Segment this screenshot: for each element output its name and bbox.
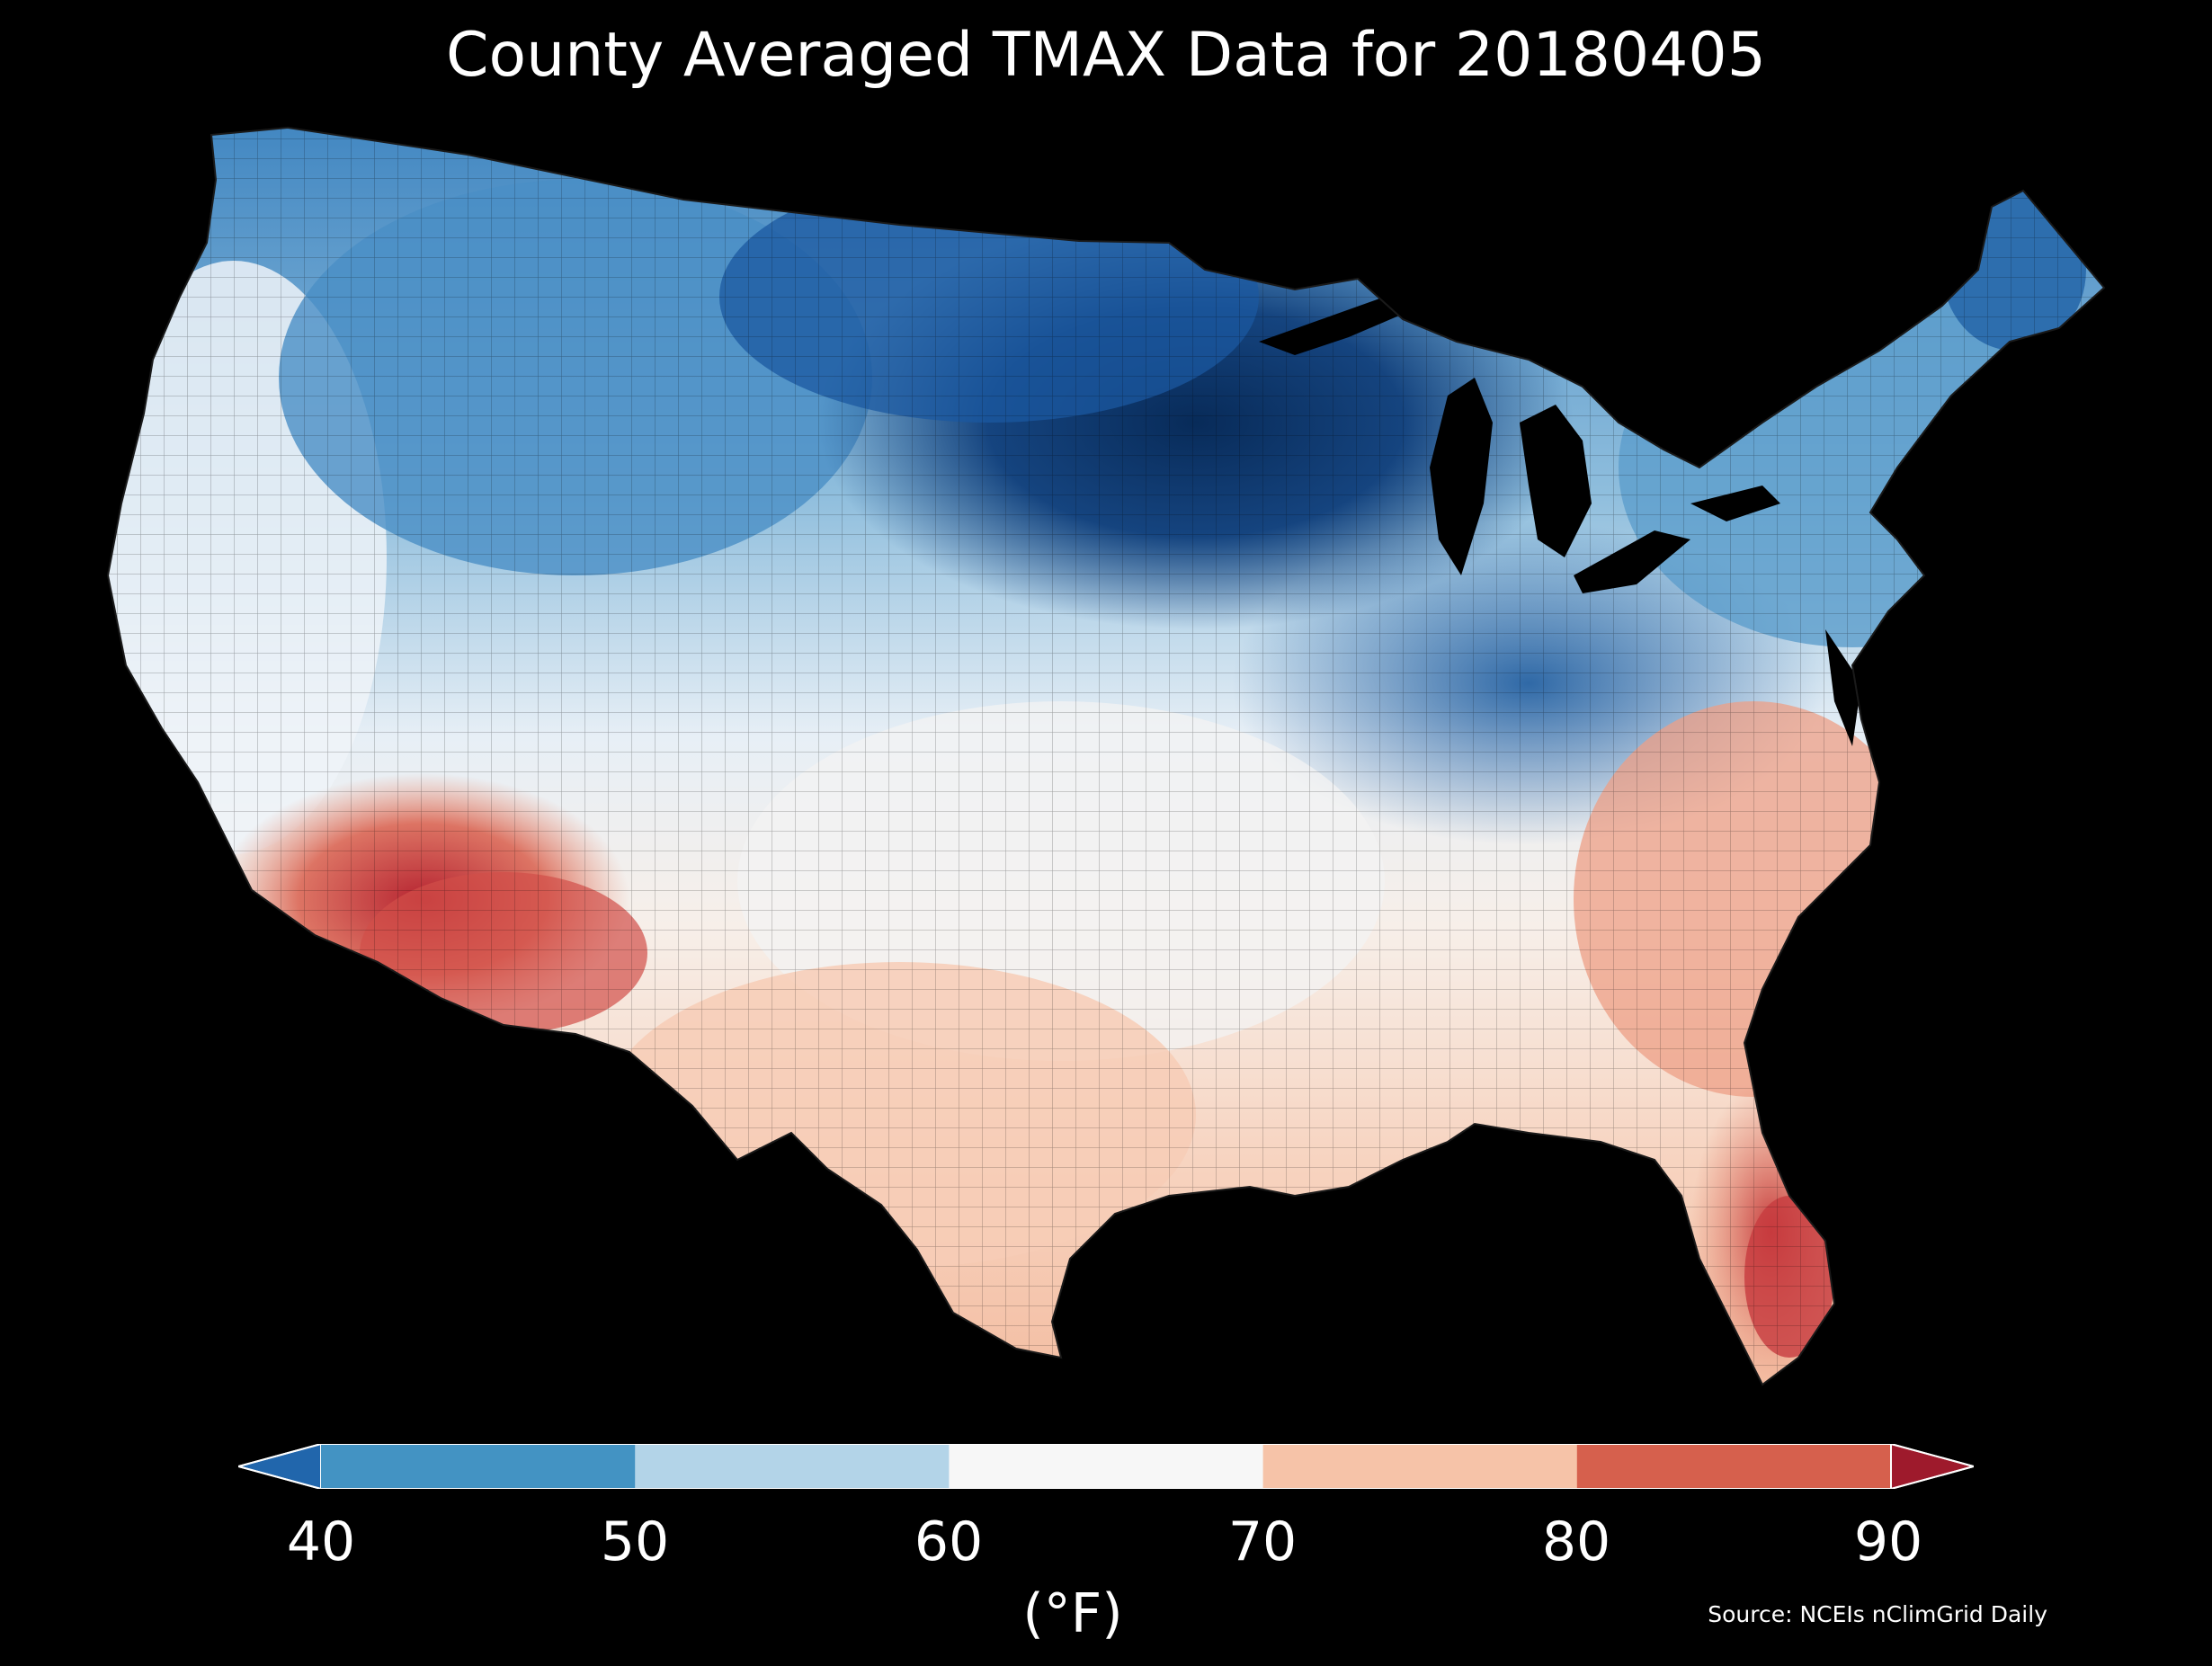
colorbar-bin-70-80	[1262, 1444, 1578, 1489]
colorbar	[238, 1444, 1974, 1489]
colorbar-bin-50-60	[635, 1444, 950, 1489]
colorbar-tick-40: 40	[286, 1510, 356, 1573]
colorbar-tick-70: 70	[1227, 1510, 1298, 1573]
colorbar-units: (°F)	[0, 1582, 2212, 1645]
colorbar-extend-low	[238, 1444, 322, 1489]
colorbar-tick-90: 90	[1853, 1510, 1923, 1573]
colorbar-tick-60: 60	[914, 1510, 984, 1573]
temperature-field	[108, 128, 2104, 1385]
us-outline	[106, 126, 2106, 1386]
colorbar-tick-50: 50	[600, 1510, 670, 1573]
source-credit: Source: NCEIs nClimGrid Daily	[1708, 1601, 2047, 1627]
colorbar-bin-40-50	[321, 1444, 636, 1489]
colorbar-units-text: (°F)	[1022, 1582, 1123, 1645]
colorbar-tick-80: 80	[1541, 1510, 1611, 1573]
colorbar-bin-60-70	[949, 1444, 1264, 1489]
colorbar-bin-80-90	[1576, 1444, 1892, 1489]
colorbar-extend-high	[1890, 1444, 1974, 1489]
page-title: County Averaged TMAX Data for 20180405	[446, 20, 1766, 91]
us-county-map	[106, 126, 2106, 1386]
great-lakes	[1259, 297, 1861, 746]
